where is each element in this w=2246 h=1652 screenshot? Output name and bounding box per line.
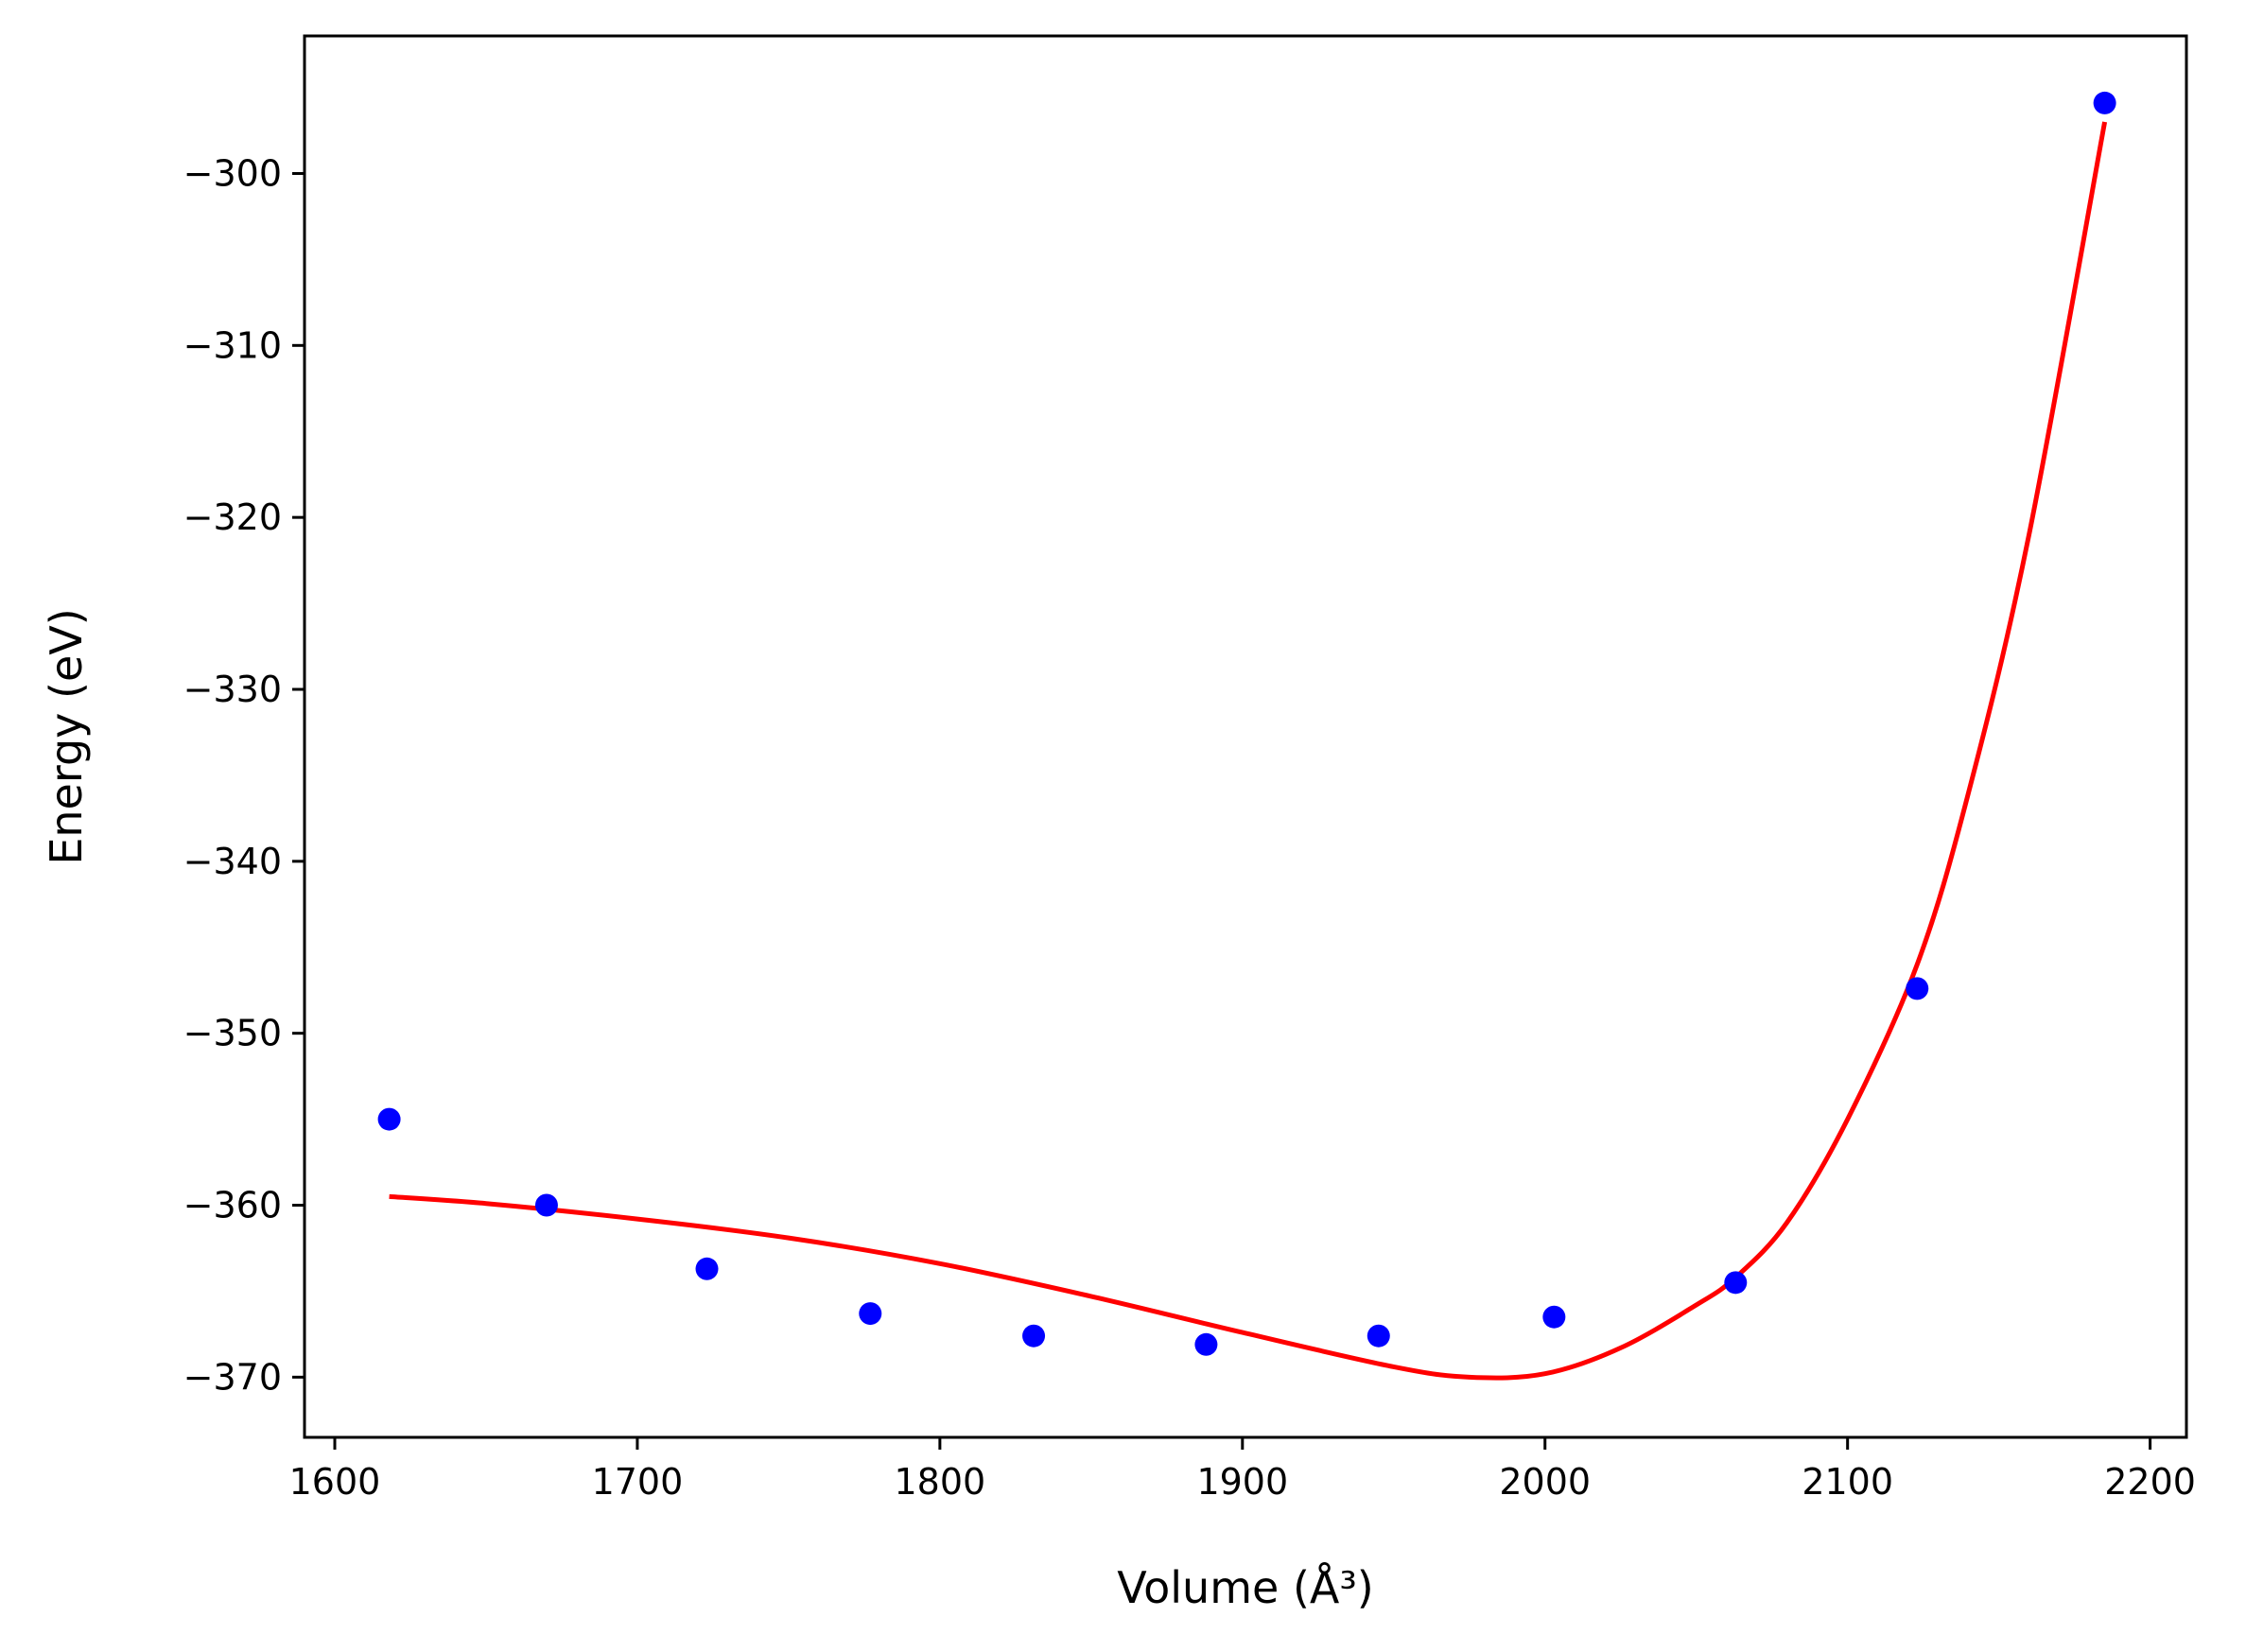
x-axis-title: Volume (Å³) (1117, 1562, 1374, 1613)
y-tick-label: −310 (183, 324, 282, 366)
x-tick-label: 1600 (289, 1461, 381, 1503)
y-tick-label: −360 (183, 1185, 282, 1226)
data-point (2093, 91, 2116, 114)
data-point (1194, 1332, 1218, 1356)
data-point (1542, 1305, 1566, 1329)
x-tick-label: 1800 (895, 1461, 986, 1503)
data-point (1724, 1271, 1748, 1295)
data-point (1906, 977, 1929, 1000)
y-tick-label: −320 (183, 496, 282, 538)
x-axis-ticks: 1600 1700 1800 1900 2000 2100 2200 (289, 1437, 2196, 1503)
y-tick-label: −370 (183, 1356, 282, 1398)
x-tick-label: 2200 (2104, 1461, 2196, 1503)
data-point (377, 1107, 401, 1131)
fit-curve (389, 121, 2108, 1381)
plot-frame (303, 34, 2188, 1439)
y-tick-label: −340 (183, 841, 282, 882)
data-point (859, 1302, 882, 1326)
x-tick-label: 2100 (1802, 1461, 1893, 1503)
data-point (534, 1193, 558, 1217)
x-tick-label: 2000 (1499, 1461, 1591, 1503)
y-tick-label: −350 (183, 1013, 282, 1054)
y-axis-ticks: −300 −310 −320 −330 −340 −350 −360 −370 (183, 152, 305, 1398)
y-axis-title: Energy (eV) (41, 608, 92, 864)
y-tick-label: −330 (183, 669, 282, 710)
data-point (695, 1257, 719, 1280)
data-point (1367, 1324, 1390, 1348)
data-point (1022, 1324, 1046, 1348)
y-tick-label: −300 (183, 152, 282, 194)
plot-area (377, 91, 2116, 1381)
x-tick-label: 1700 (592, 1461, 684, 1503)
x-tick-label: 1900 (1196, 1461, 1288, 1503)
